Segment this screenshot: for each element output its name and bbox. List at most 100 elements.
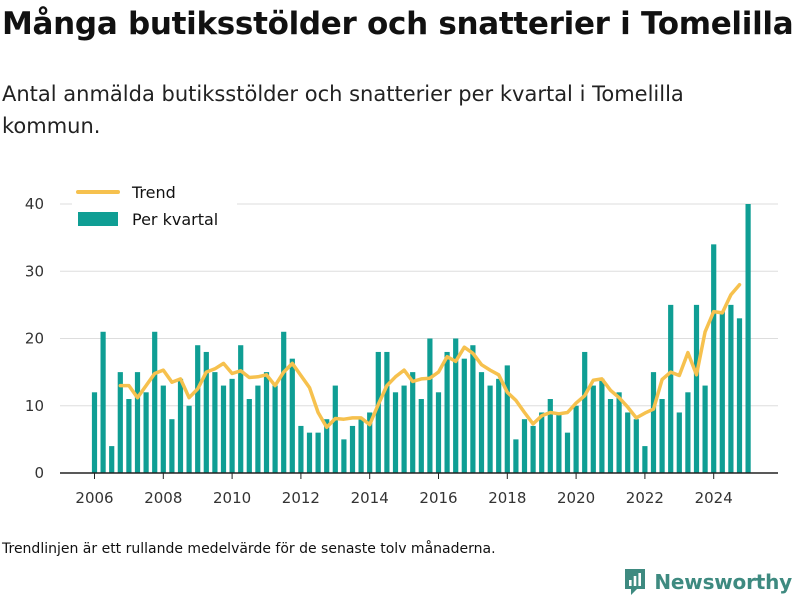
bar <box>117 372 123 473</box>
bar <box>134 372 141 473</box>
bar <box>418 399 424 473</box>
bar <box>435 392 442 473</box>
bar <box>590 385 596 473</box>
bar <box>324 419 330 473</box>
bar <box>306 432 313 473</box>
bar <box>564 432 571 473</box>
brand: Newsworthy <box>623 568 792 596</box>
bar <box>169 419 175 473</box>
bar <box>126 399 132 473</box>
bar <box>599 378 605 473</box>
newsworthy-logo-icon <box>625 569 646 595</box>
legend-trend-label: Trend <box>131 183 176 202</box>
legend-bar-swatch <box>78 212 118 226</box>
x-tick-label: 2014 <box>351 489 389 507</box>
bar <box>607 399 614 473</box>
bar <box>736 318 743 473</box>
x-tick-label: 2018 <box>488 489 526 507</box>
bar <box>685 392 691 473</box>
bar <box>298 425 304 473</box>
bar <box>220 385 227 473</box>
y-tick-label: 0 <box>34 464 44 482</box>
bar <box>177 378 184 473</box>
bar <box>384 351 390 473</box>
y-tick-label: 40 <box>25 195 44 213</box>
legend-bar-label: Per kvartal <box>132 210 218 229</box>
bar <box>246 399 252 473</box>
bar <box>539 412 545 473</box>
bar <box>582 351 588 473</box>
x-tick-label: 2022 <box>626 489 664 507</box>
bar <box>676 412 682 473</box>
x-tick-label: 2006 <box>75 489 113 507</box>
bar <box>616 392 622 473</box>
bar <box>547 399 553 473</box>
bars <box>91 204 751 473</box>
bar <box>341 439 347 473</box>
bar <box>315 432 321 473</box>
bar <box>693 304 700 473</box>
trend-line <box>118 282 742 430</box>
bar <box>470 345 476 473</box>
bar <box>195 345 201 473</box>
x-axis: 2006 2008 2010 2012 2014 2016 2018 2020 2022 2024 <box>60 472 778 507</box>
bar <box>203 351 209 473</box>
bar <box>152 331 158 473</box>
bar <box>745 204 751 473</box>
brand-name: Newsworthy <box>654 570 792 594</box>
bar <box>427 338 433 473</box>
chart-title: Många butiksstölder och snatterier i Tom… <box>2 6 794 42</box>
trend-series-line <box>118 282 742 430</box>
x-tick-label: 2012 <box>282 489 320 507</box>
bar <box>728 304 734 473</box>
bar <box>521 419 528 473</box>
bar <box>513 439 519 473</box>
y-tick-label: 20 <box>25 330 44 348</box>
legend: Trend Per kvartal <box>72 180 237 234</box>
bar <box>367 412 373 473</box>
bar <box>410 372 416 473</box>
bar <box>659 399 665 473</box>
bar <box>229 378 235 473</box>
bar <box>702 385 708 473</box>
bar <box>349 425 356 473</box>
bar <box>238 345 244 473</box>
y-axis-labels: 0 10 20 30 40 <box>25 195 44 482</box>
bar <box>91 392 98 473</box>
bar <box>255 385 261 473</box>
bar <box>573 405 579 473</box>
bar <box>719 311 725 473</box>
bar <box>281 331 287 473</box>
x-tick-label: 2016 <box>419 489 457 507</box>
bar <box>444 351 450 473</box>
bar <box>186 405 192 473</box>
bar <box>625 412 631 473</box>
bar <box>375 351 381 473</box>
bar <box>453 338 459 473</box>
x-tick-label: 2008 <box>144 489 182 507</box>
footnote: Trendlinjen är ett rullande medelvärde f… <box>2 541 496 557</box>
bar <box>668 304 674 473</box>
bar <box>650 372 657 473</box>
bar <box>358 419 364 473</box>
y-tick-label: 10 <box>25 397 44 415</box>
bar <box>109 446 115 473</box>
bar <box>289 358 295 473</box>
chart: 0 10 20 30 40 2006 2008 2010 2012 2014 2016 2018 20… <box>25 180 778 507</box>
bar <box>263 372 270 473</box>
x-tick-label: 2020 <box>557 489 595 507</box>
bar <box>143 392 149 473</box>
bar <box>160 385 166 473</box>
bar <box>212 372 218 473</box>
bar <box>633 419 639 473</box>
bar <box>332 385 338 473</box>
bar <box>496 378 502 473</box>
bar <box>401 385 407 473</box>
bar <box>461 358 467 473</box>
y-tick-label: 30 <box>25 262 44 280</box>
x-tick-label: 2010 <box>213 489 251 507</box>
bar <box>504 365 510 473</box>
chart-subtitle: Antal anmälda butiksstölder och snatteri… <box>2 82 684 138</box>
bar <box>100 331 106 473</box>
bar <box>487 385 493 473</box>
